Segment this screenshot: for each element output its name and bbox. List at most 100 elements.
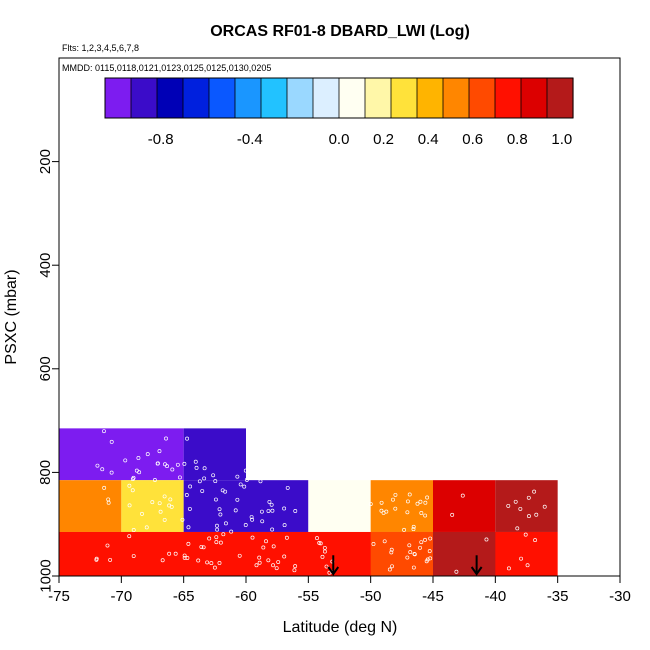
observation-point	[182, 553, 187, 558]
heatmap-cell	[308, 480, 371, 532]
observation-point	[423, 537, 427, 542]
observation-point	[269, 467, 273, 472]
observation-point	[152, 478, 157, 482]
colorbar-segment	[235, 78, 262, 118]
observation-point	[155, 461, 160, 466]
observation-point	[320, 554, 325, 559]
observation-point	[188, 484, 193, 489]
observation-point	[102, 429, 106, 434]
observation-point	[317, 540, 322, 545]
observation-point	[405, 499, 410, 504]
observation-point	[144, 525, 149, 530]
x-tick-label: -40	[484, 588, 506, 605]
observation-point	[243, 523, 248, 527]
colorbar-tick-label: 0.4	[418, 131, 439, 148]
observation-point	[254, 563, 259, 568]
observation-point	[167, 551, 172, 556]
observation-point	[418, 545, 422, 550]
observation-point	[130, 477, 135, 482]
observation-point	[201, 545, 206, 550]
observation-point	[266, 509, 271, 513]
heatmap-cell	[495, 480, 558, 532]
observation-point	[379, 508, 384, 513]
colorbar-tick-label: -0.8	[148, 131, 174, 148]
observation-point	[127, 534, 132, 539]
observation-point	[150, 500, 155, 505]
colorbar-segment	[131, 78, 158, 118]
observation-point	[293, 473, 298, 477]
observation-point	[411, 527, 416, 532]
observation-point	[423, 513, 428, 518]
observation-point	[215, 523, 219, 528]
observation-point	[212, 565, 217, 570]
observation-point	[244, 477, 249, 482]
x-tick-label: -65	[173, 588, 195, 605]
observation-point	[282, 554, 287, 559]
observation-point	[276, 560, 281, 565]
observation-point	[264, 539, 268, 544]
observation-point	[415, 501, 420, 506]
colorbar-tick-label: -0.4	[237, 131, 263, 148]
arrows	[327, 555, 483, 576]
observation-point	[418, 499, 423, 504]
flights-note: Flts: 1,2,3,4,5,6,7,8	[62, 43, 139, 53]
observation-point	[238, 482, 243, 487]
observation-point	[95, 463, 100, 468]
observation-point	[250, 517, 255, 522]
observation-point	[162, 494, 167, 499]
observation-point	[213, 497, 218, 502]
observation-point	[271, 563, 276, 568]
observation-point	[106, 497, 111, 502]
colorbar-tick-label: 0.8	[507, 131, 528, 148]
heatmap-cell	[59, 428, 184, 481]
observation-point	[177, 475, 182, 480]
heatmap-cells	[59, 428, 558, 576]
observation-point	[379, 500, 384, 505]
observation-point	[162, 517, 167, 522]
observation-point	[193, 459, 198, 464]
observation-point	[214, 540, 219, 545]
observation-point	[390, 564, 394, 569]
observation-point	[250, 535, 255, 540]
colorbar-segment	[105, 78, 132, 118]
observation-point	[186, 525, 191, 530]
observation-point	[243, 468, 248, 473]
colorbar-tick-label: 1.0	[551, 131, 572, 148]
colorbar-segment	[365, 78, 392, 118]
observation-points	[94, 429, 547, 575]
heatmap-cell	[370, 480, 433, 532]
observation-point	[419, 511, 424, 515]
observation-point	[315, 536, 319, 541]
observation-point	[411, 524, 416, 529]
observation-point	[214, 535, 219, 540]
observation-point	[387, 567, 392, 572]
y-tick-label: 800	[37, 460, 54, 485]
colorbar-segment	[313, 78, 340, 118]
observation-point	[542, 504, 547, 509]
observation-point	[257, 560, 262, 565]
observation-point	[267, 499, 272, 504]
observation-point	[182, 461, 187, 466]
colorbar-tick-label: 0.0	[329, 131, 350, 148]
x-axis: -75 -70 -65 -60 -55 -50 -45 -40 -35 -30	[48, 575, 631, 605]
observation-point	[209, 561, 214, 566]
observation-point	[205, 560, 210, 565]
x-tick-label: -30	[609, 588, 631, 605]
observation-point	[271, 544, 276, 549]
observation-point	[175, 462, 180, 467]
observation-point	[180, 517, 185, 522]
observation-point	[293, 509, 298, 513]
observation-point	[322, 549, 327, 554]
observation-point	[217, 507, 222, 512]
observation-point	[94, 556, 99, 561]
observation-point	[412, 551, 417, 556]
observation-point	[534, 512, 539, 517]
observation-point	[163, 462, 167, 467]
observation-point	[134, 468, 139, 473]
observation-point	[519, 556, 524, 561]
observation-point	[525, 563, 530, 568]
observation-point	[109, 439, 114, 444]
observation-point	[196, 558, 201, 563]
arrow-head	[470, 566, 483, 576]
colorbar-segment	[339, 78, 366, 118]
